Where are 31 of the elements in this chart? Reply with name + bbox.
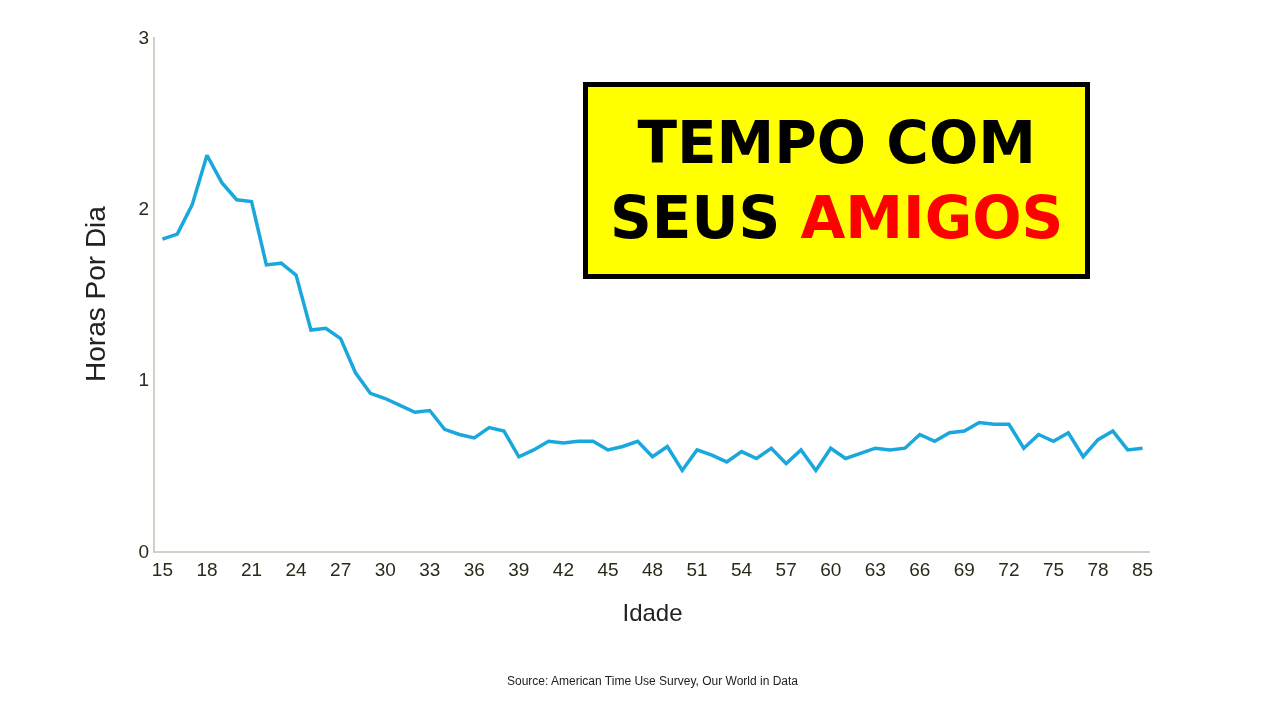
x-tick-label: 78 [1087,558,1109,580]
x-tick-label: 72 [998,558,1020,580]
x-tick-label: 69 [953,558,975,580]
x-tick-label: 66 [909,558,931,580]
source-note: Source: American Time Use Survey, Our World in Data [507,674,799,688]
x-tick-label: 85 [1132,558,1154,580]
x-tick-label: 33 [419,558,441,580]
x-tick-label: 60 [820,558,842,580]
x-tick-label: 24 [285,558,308,580]
x-tick-label: 42 [552,558,574,580]
x-tick-label: 54 [731,558,753,580]
text: TEMPO COM SEUS AMIGOS [610,109,1064,253]
y-axis-title: Horas Por Dia [79,205,111,382]
y-tick-label: 2 [138,197,150,219]
y-tick-label: 1 [138,369,150,391]
x-axis-title: Idade [622,598,683,626]
x-tick-label: 18 [196,558,218,580]
x-tick-label: 27 [330,558,352,580]
x-tick-label: 39 [508,558,530,580]
x-tick-label: 75 [1042,558,1065,580]
x-tick-label: 30 [374,558,396,580]
x-tick-label: 57 [775,558,797,580]
x-tick-label: 21 [240,558,263,580]
x-tick-label: 48 [641,558,664,580]
y-tick-label: 0 [138,540,150,562]
x-tick-label: 45 [597,558,619,580]
x-tick-label: 36 [463,558,485,580]
x-tick-label: 51 [686,558,708,580]
y-tick-label: 3 [138,26,150,48]
x-tick-label: 63 [864,558,886,580]
x-tick-label: 15 [151,558,173,580]
